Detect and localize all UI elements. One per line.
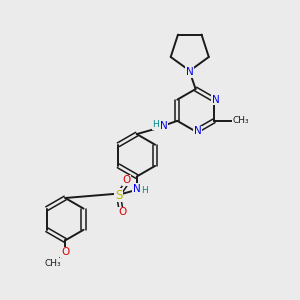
- Text: S: S: [115, 188, 122, 202]
- Text: CH₃: CH₃: [232, 116, 249, 125]
- Text: O: O: [123, 175, 131, 185]
- Text: N: N: [194, 126, 201, 136]
- Text: H: H: [152, 121, 159, 130]
- Text: O: O: [61, 248, 69, 257]
- Text: N: N: [186, 67, 194, 77]
- Text: N: N: [133, 184, 141, 194]
- Text: H: H: [141, 185, 148, 194]
- Text: N: N: [160, 121, 167, 131]
- Text: CH₃: CH₃: [44, 259, 61, 268]
- Text: O: O: [118, 207, 126, 217]
- Text: N: N: [212, 94, 220, 105]
